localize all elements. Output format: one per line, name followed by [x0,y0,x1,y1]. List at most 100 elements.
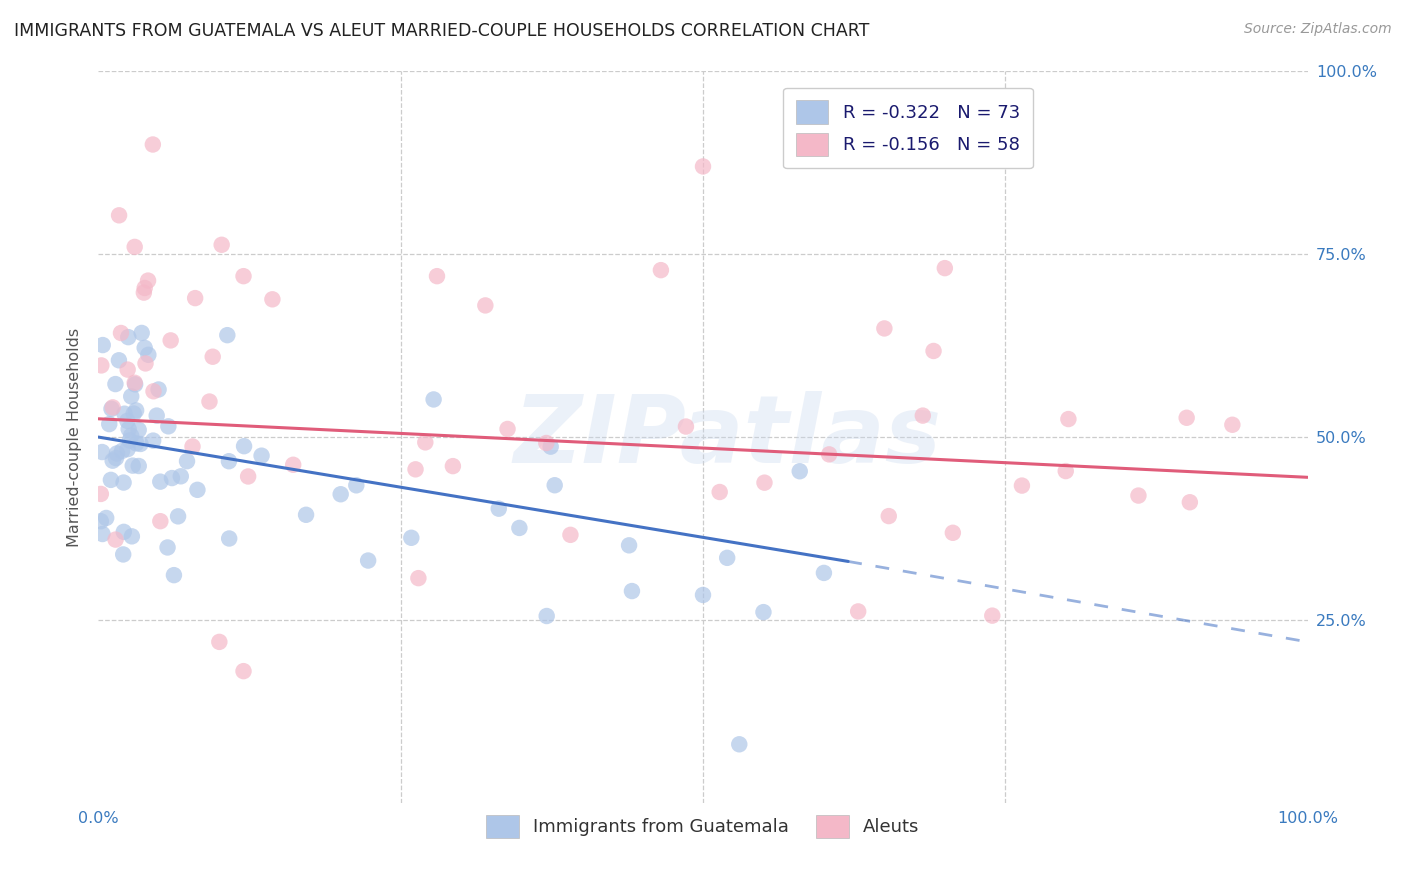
Point [170,469,193,483]
Point [138,348,160,362]
Point [262,293,284,307]
Point [176,454,198,468]
Text: ZIPatlas: ZIPatlas [513,391,941,483]
Point [148,383,170,397]
Point [536,436,558,450]
Point [91,445,114,459]
Point [149,475,172,489]
Point [401,531,423,545]
Point [422,392,444,407]
Point [91,527,114,541]
Point [540,440,562,454]
Point [104,533,127,547]
Point [142,434,165,448]
Point [846,604,869,618]
Point [101,401,124,415]
Point [474,298,496,312]
Point [329,487,352,501]
Point [250,449,273,463]
Point [117,362,139,376]
Point [934,261,956,276]
Point [692,160,714,174]
Point [1011,478,1033,492]
Point [405,462,427,476]
Point [112,475,135,490]
Point [124,240,146,254]
Point [716,550,738,565]
Point [232,664,254,678]
Point [112,524,135,539]
Point [184,291,207,305]
Point [1175,410,1198,425]
Legend: Immigrants from Guatemala, Aleuts: Immigrants from Guatemala, Aleuts [479,807,927,845]
Point [163,568,186,582]
Point [922,343,945,358]
Point [752,605,775,619]
Point [692,588,714,602]
Point [90,359,112,373]
Point [157,419,180,434]
Point [754,475,776,490]
Point [90,487,112,501]
Point [90,514,112,528]
Point [208,635,231,649]
Point [142,137,165,152]
Point [217,328,239,343]
Point [413,435,436,450]
Point [124,377,146,392]
Y-axis label: Married-couple Households: Married-couple Households [67,327,83,547]
Point [145,409,167,423]
Point [111,443,134,458]
Point [159,334,181,348]
Point [96,511,118,525]
Point [544,478,567,492]
Point [132,285,155,300]
Point [873,321,896,335]
Point [357,553,380,567]
Point [120,428,142,442]
Point [295,508,318,522]
Point [1054,464,1077,478]
Point [211,237,233,252]
Point [818,447,841,461]
Point [98,417,121,431]
Point [128,458,150,473]
Point [105,446,128,460]
Point [134,341,156,355]
Point [117,442,139,457]
Point [105,451,128,466]
Point [408,571,430,585]
Point [232,269,254,284]
Point [101,453,124,467]
Point [911,409,934,423]
Point [100,473,122,487]
Point [118,434,141,448]
Point [201,350,224,364]
Point [508,521,530,535]
Point [617,538,640,552]
Point [125,436,148,450]
Point [620,584,643,599]
Point [142,384,165,399]
Point [1057,412,1080,426]
Point [560,528,582,542]
Point [91,338,114,352]
Point [110,326,132,340]
Point [186,483,208,497]
Point [124,376,146,390]
Point [118,422,141,436]
Point [121,529,143,543]
Point [650,263,672,277]
Point [1128,489,1150,503]
Point [131,326,153,340]
Point [218,532,240,546]
Point [125,403,148,417]
Point [134,281,156,295]
Point [136,274,159,288]
Point [134,356,156,370]
Point [167,509,190,524]
Point [160,471,183,485]
Point [117,414,139,428]
Point [283,458,305,472]
Point [104,377,127,392]
